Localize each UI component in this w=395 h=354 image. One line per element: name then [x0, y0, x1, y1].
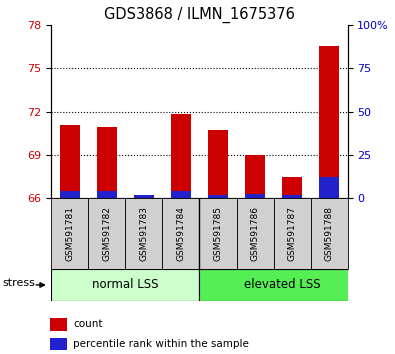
- Text: GSM591788: GSM591788: [325, 206, 334, 261]
- Text: stress: stress: [3, 278, 36, 289]
- Bar: [50, 318, 67, 331]
- Bar: [274, 198, 310, 269]
- Bar: [126, 198, 162, 269]
- Bar: [245, 155, 265, 198]
- Bar: [162, 198, 199, 269]
- Bar: [97, 127, 117, 198]
- Bar: [208, 130, 228, 198]
- Text: count: count: [73, 319, 103, 330]
- Bar: [245, 194, 265, 198]
- Text: GSM591787: GSM591787: [288, 206, 297, 261]
- Text: GSM591785: GSM591785: [213, 206, 222, 261]
- Text: GSM591781: GSM591781: [65, 206, 74, 261]
- Text: GSM591786: GSM591786: [250, 206, 260, 261]
- Bar: [88, 198, 126, 269]
- Bar: [199, 198, 237, 269]
- Bar: [199, 269, 366, 301]
- Bar: [60, 125, 80, 198]
- Bar: [208, 195, 228, 198]
- Bar: [97, 191, 117, 198]
- Text: normal LSS: normal LSS: [92, 279, 159, 291]
- Bar: [60, 191, 80, 198]
- Bar: [171, 191, 191, 198]
- Bar: [51, 198, 88, 269]
- Text: GSM591782: GSM591782: [102, 206, 111, 261]
- Bar: [51, 269, 199, 301]
- Bar: [134, 195, 154, 198]
- Bar: [319, 177, 339, 198]
- Bar: [319, 46, 339, 198]
- Title: GDS3868 / ILMN_1675376: GDS3868 / ILMN_1675376: [104, 7, 295, 23]
- Bar: [50, 338, 67, 350]
- Bar: [237, 198, 274, 269]
- Text: elevated LSS: elevated LSS: [245, 279, 321, 291]
- Bar: [282, 177, 302, 198]
- Text: percentile rank within the sample: percentile rank within the sample: [73, 339, 249, 349]
- Bar: [310, 198, 348, 269]
- Text: GSM591784: GSM591784: [177, 206, 186, 261]
- Bar: [134, 195, 154, 198]
- Bar: [282, 195, 302, 198]
- Text: GSM591783: GSM591783: [139, 206, 149, 261]
- Bar: [171, 114, 191, 198]
